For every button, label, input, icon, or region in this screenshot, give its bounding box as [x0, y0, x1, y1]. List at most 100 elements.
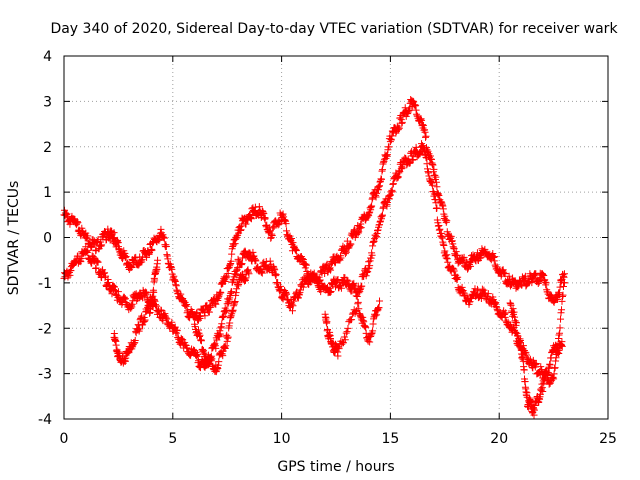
data-point — [429, 161, 437, 169]
chart-title: Day 340 of 2020, Sidereal Day-to-day VTE… — [50, 21, 618, 37]
data-point — [247, 215, 255, 223]
data-point — [292, 246, 300, 254]
data-point — [215, 358, 223, 366]
data-point — [337, 254, 345, 262]
data-point — [288, 300, 296, 308]
x-tick-label: 20 — [490, 431, 508, 447]
data-point — [368, 251, 376, 259]
data-point — [105, 278, 113, 286]
data-point — [376, 297, 384, 305]
data-point — [347, 240, 355, 248]
data-point — [159, 317, 167, 325]
x-tick-label: 10 — [273, 431, 291, 447]
data-point — [491, 253, 499, 261]
data-point — [557, 315, 565, 323]
data-point — [342, 329, 350, 337]
data-point — [334, 343, 342, 351]
data-point — [162, 243, 170, 251]
data-point — [560, 279, 568, 287]
y-tick-labels: -4 -3 -2 -1 0 1 2 3 4 — [38, 49, 52, 428]
data-point — [148, 300, 156, 308]
data-point — [555, 346, 563, 354]
data-point — [516, 337, 524, 345]
data-point — [560, 270, 568, 278]
data-point — [342, 248, 350, 256]
data-point — [368, 202, 376, 210]
data-point — [122, 354, 130, 362]
data-point — [430, 165, 438, 173]
data-point — [228, 288, 236, 296]
data-point — [258, 269, 266, 277]
data-point — [197, 337, 205, 345]
data-point — [143, 289, 151, 297]
data-point — [443, 217, 451, 225]
data-point — [183, 300, 191, 308]
data-point — [532, 359, 540, 367]
data-point — [556, 283, 564, 291]
data-point — [377, 175, 385, 183]
data-point — [92, 264, 100, 272]
data-point — [423, 154, 431, 162]
data-point — [388, 188, 396, 196]
data-point — [344, 324, 352, 332]
data-point — [334, 276, 342, 284]
data-point — [157, 307, 165, 315]
data-point — [94, 258, 102, 266]
data-point — [558, 342, 566, 350]
data-point — [454, 273, 462, 281]
data-point — [357, 224, 365, 232]
data-point — [313, 274, 321, 282]
y-tick-label: 4 — [43, 49, 52, 65]
data-point — [354, 298, 362, 306]
data-point — [84, 246, 92, 254]
data-point — [343, 328, 351, 336]
data-point — [323, 260, 331, 268]
data-point — [556, 324, 564, 332]
data-point — [261, 214, 269, 222]
data-point — [74, 219, 82, 227]
data-point — [348, 316, 356, 324]
data-point — [369, 327, 377, 335]
x-axis-label: GPS time / hours — [277, 459, 394, 475]
y-tick-label: 2 — [43, 140, 52, 156]
y-axis-label: SDTVAR / TECUs — [6, 181, 22, 296]
data-point — [150, 288, 158, 296]
data-point — [227, 257, 235, 265]
data-point — [522, 351, 530, 359]
data-point — [474, 287, 482, 295]
data-point — [217, 289, 225, 297]
data-point — [375, 304, 383, 312]
data-point — [409, 156, 417, 164]
y-tick-label: -3 — [38, 367, 52, 383]
data-point — [110, 330, 118, 338]
data-point — [268, 232, 276, 240]
x-tick-label: 15 — [381, 431, 399, 447]
data-point — [546, 361, 554, 369]
data-point — [558, 306, 566, 314]
data-point — [154, 256, 162, 264]
data-point — [131, 336, 139, 344]
data-point — [141, 316, 149, 324]
data-point — [218, 320, 226, 328]
data-point — [201, 312, 209, 320]
data-point — [222, 342, 230, 350]
data-point — [125, 349, 133, 357]
data-point — [212, 344, 220, 352]
data-point — [433, 204, 441, 212]
data-point — [513, 319, 521, 327]
data-point — [327, 287, 335, 295]
data-point — [282, 220, 290, 228]
data-point — [208, 355, 216, 363]
data-point — [520, 366, 528, 374]
data-point — [302, 261, 310, 269]
data-point — [136, 325, 144, 333]
data-point — [559, 291, 567, 299]
data-point — [148, 246, 156, 254]
data-point — [365, 258, 373, 266]
data-point — [501, 270, 509, 278]
y-tick-label: 0 — [43, 231, 52, 247]
data-point — [272, 271, 280, 279]
data-point — [245, 270, 253, 278]
data-point — [542, 279, 550, 287]
